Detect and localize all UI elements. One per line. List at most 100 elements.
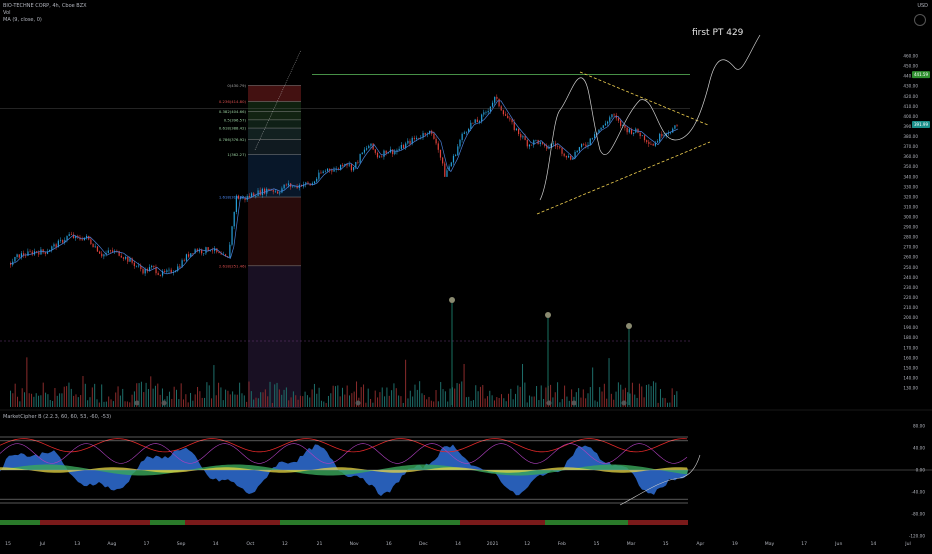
- candle-body: [407, 140, 409, 144]
- volume-bar: [617, 382, 619, 407]
- volume-bar: [59, 393, 61, 407]
- volume-bar: [671, 388, 673, 407]
- candle-body: [190, 253, 192, 257]
- candle-body: [463, 132, 465, 134]
- trend-bar-segment: [185, 520, 280, 525]
- symbol-header[interactable]: BIO-TECHNE CORP, 4h, Cboe BZX: [3, 3, 87, 9]
- candle-body: [442, 157, 444, 164]
- candle-body: [244, 197, 246, 200]
- candle-body: [587, 144, 589, 147]
- candle-body: [40, 249, 42, 255]
- volume-bar: [606, 398, 608, 407]
- price-tick-label: 300.00: [903, 215, 918, 220]
- candle-body: [661, 133, 663, 137]
- volume-bar: [68, 382, 70, 407]
- candle-body: [142, 269, 144, 274]
- volume-bar: [339, 396, 341, 407]
- volume-bar: [363, 384, 365, 407]
- volume-bar: [236, 394, 238, 407]
- volume-bar: [70, 388, 72, 407]
- volume-bar: [400, 396, 402, 407]
- candle-body: [183, 260, 185, 261]
- candle-body: [157, 273, 159, 275]
- candle-body: [188, 254, 190, 257]
- candle-body: [99, 251, 101, 254]
- candle-body: [372, 143, 374, 150]
- candle-body: [44, 252, 46, 254]
- time-tick-label: 17: [144, 541, 150, 547]
- candle-body: [444, 163, 446, 177]
- volume-bar: [645, 384, 647, 407]
- candle-body: [307, 182, 309, 184]
- candle-body: [322, 171, 324, 174]
- volume-bar: [538, 400, 540, 407]
- candle-body: [667, 133, 670, 134]
- volume-bar: [288, 400, 290, 407]
- volume-bar: [285, 387, 287, 407]
- volume-bar: [220, 387, 222, 407]
- volume-bar: [313, 383, 315, 407]
- candle-body: [144, 269, 146, 274]
- volume-bar: [515, 393, 517, 407]
- volume-bar: [278, 389, 280, 407]
- candle-body: [470, 122, 472, 129]
- candle-body: [70, 234, 72, 235]
- volume-bar: [374, 390, 376, 407]
- volume-bar: [45, 392, 47, 407]
- volume-bar: [115, 392, 117, 407]
- volume-bar: [664, 398, 666, 407]
- volume-bar: [652, 381, 654, 407]
- candle-body: [609, 117, 611, 122]
- volume-bar: [386, 387, 388, 407]
- event-dot: [621, 400, 627, 406]
- time-tick-label: Dec: [419, 541, 428, 547]
- fib-band: [248, 265, 301, 408]
- price-tick-label: 310.00: [903, 204, 918, 209]
- volume-bar: [35, 393, 37, 407]
- volume-bar: [461, 381, 463, 407]
- volume-bar: [171, 398, 173, 407]
- volume-bar: [666, 402, 668, 407]
- ma-legend[interactable]: MA (9, close, 0): [3, 17, 42, 23]
- volume-legend[interactable]: Vol: [3, 10, 11, 16]
- volume-bar: [10, 390, 11, 407]
- candle-body: [118, 251, 120, 256]
- candle-body: [49, 250, 51, 252]
- settings-icon[interactable]: [914, 14, 926, 26]
- volume-bar: [222, 400, 224, 407]
- volume-bar: [302, 396, 304, 407]
- indicator-legend[interactable]: MarketCipher B (2.2.3, 60, 60, 53, -60, …: [3, 414, 112, 420]
- volume-bar: [379, 392, 381, 407]
- candle-body: [259, 190, 261, 195]
- candle-body: [353, 167, 355, 171]
- volume-bar: [568, 400, 570, 407]
- time-tick-label: Jun: [834, 541, 842, 547]
- candle-body: [485, 112, 487, 113]
- volume-bar: [575, 392, 577, 407]
- volume-bar: [84, 383, 86, 407]
- volume-bar: [641, 386, 643, 407]
- fib-band: [248, 111, 301, 120]
- volume-bar: [31, 393, 33, 407]
- candle-body: [166, 270, 168, 272]
- volume-bar: [131, 394, 133, 407]
- volume-bar: [631, 382, 633, 407]
- candle-body: [337, 168, 340, 170]
- volume-bar: [159, 394, 161, 407]
- volume-bar: [437, 401, 439, 407]
- candle-body: [565, 155, 567, 158]
- volume-bar: [594, 400, 596, 407]
- volume-bar: [377, 397, 379, 407]
- volume-bar: [96, 399, 98, 407]
- price-tick-label: 410.00: [903, 104, 918, 109]
- volume-bar: [669, 402, 671, 407]
- volume-bar: [201, 397, 203, 407]
- candle-body: [346, 164, 348, 166]
- volume-bar: [56, 395, 58, 407]
- volume-bar: [260, 392, 262, 407]
- volume-bar: [391, 390, 393, 407]
- candle-body: [27, 251, 29, 256]
- oscillator-panel: [0, 409, 932, 525]
- volume-bar: [580, 397, 582, 407]
